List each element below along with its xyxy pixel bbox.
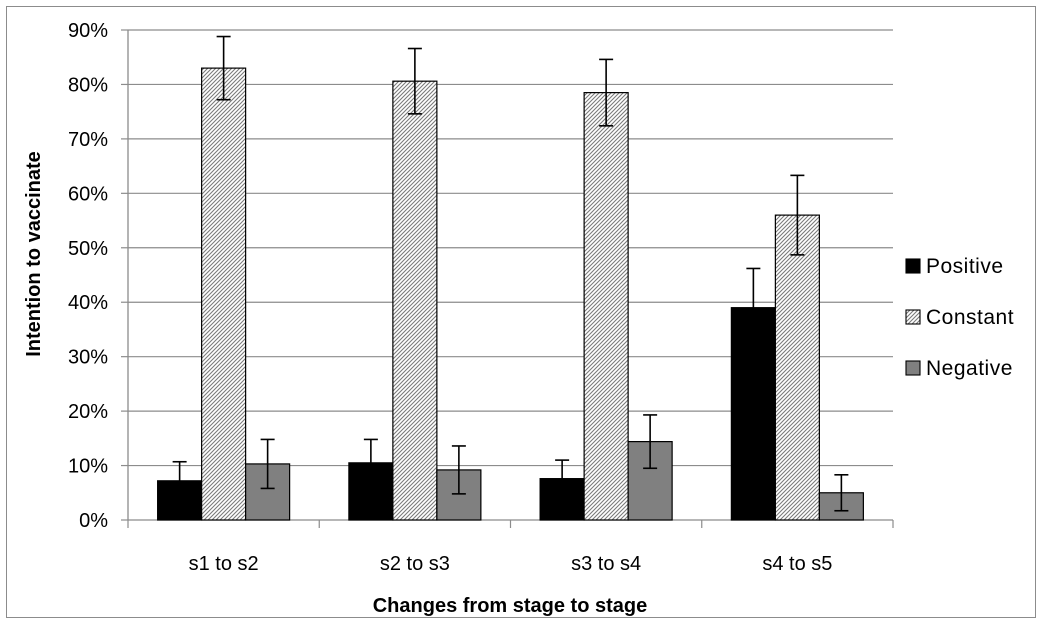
error-bar: [451, 445, 466, 495]
bar-negative: [627, 441, 673, 521]
error-bar: [643, 414, 658, 470]
legend-swatch: [905, 258, 921, 274]
legend: Positive Constant Negative: [905, 255, 1014, 380]
error-bar: [407, 47, 422, 115]
error-bar: [363, 438, 378, 488]
legend-label: Negative: [926, 357, 1013, 380]
error-bar: [746, 267, 761, 348]
error-bar: [790, 174, 805, 256]
error-bar: [172, 460, 187, 501]
legend-label: Constant: [926, 306, 1014, 329]
bar-constant: [583, 92, 629, 521]
y-tick-label: 10%: [68, 456, 108, 478]
y-tick-label: 80%: [68, 74, 108, 96]
legend-swatch: [905, 360, 921, 376]
error-bar: [216, 35, 231, 101]
bar-constant: [201, 67, 247, 521]
legend-label: Positive: [926, 255, 1004, 278]
y-tick-label: 0%: [79, 510, 108, 532]
y-tick-label: 40%: [68, 292, 108, 314]
y-tick-label: 70%: [68, 129, 108, 151]
axis-labels: 0% 10% 20% 30% 40% 50% 60% 70% 80% 90% s1 to s2 s2 …: [68, 20, 832, 575]
error-bar: [555, 459, 570, 498]
bar-negative: [245, 463, 291, 521]
x-tick-label: s2 to s3: [380, 553, 450, 575]
y-axis-title: Intention to vaccinate: [23, 151, 45, 357]
legend-item-positive: Positive: [905, 255, 1004, 278]
x-axis-title: Changes from stage to stage: [373, 595, 648, 617]
legend-item-constant: Constant: [905, 306, 1014, 329]
x-tick-label: s3 to s4: [571, 553, 641, 575]
y-tick-label: 30%: [68, 347, 108, 369]
y-tick-label: 60%: [68, 183, 108, 205]
y-tick-label: 90%: [68, 20, 108, 42]
x-tick-label: s4 to s5: [762, 553, 832, 575]
x-tick-label: s1 to s2: [189, 553, 259, 575]
y-tick-label: 50%: [68, 238, 108, 260]
y-tick-label: 20%: [68, 401, 108, 423]
bar-constant: [392, 80, 438, 521]
legend-swatch: [905, 309, 921, 325]
bars: [157, 67, 864, 521]
error-bars: [172, 35, 849, 512]
legend-item-negative: Negative: [905, 357, 1013, 380]
bar-constant: [774, 214, 820, 521]
error-bar: [834, 474, 849, 512]
error-bar: [260, 438, 275, 490]
error-bar: [599, 58, 614, 127]
